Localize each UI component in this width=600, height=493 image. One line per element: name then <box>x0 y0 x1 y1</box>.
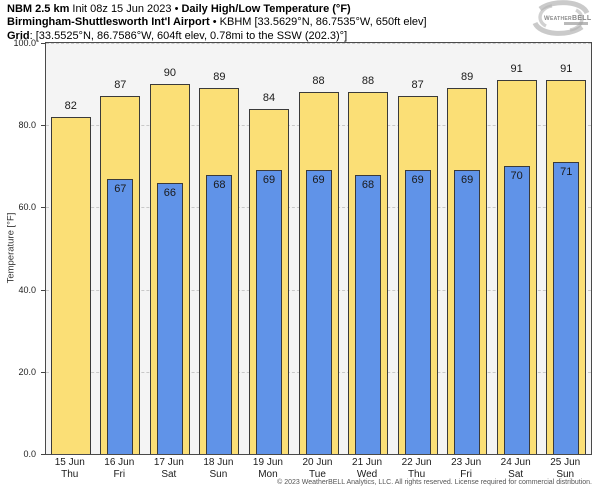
low-value-label: 69 <box>312 174 325 186</box>
low-value-label: 66 <box>163 187 176 199</box>
low-value-label: 68 <box>213 179 226 191</box>
x-tick-date: 24 Jun <box>500 457 531 468</box>
grid-meta: : [33.5525°N, 86.7586°W, 604ft elev, 0.7… <box>29 29 348 42</box>
low-value-label: 69 <box>461 174 474 186</box>
x-tick-date: 17 Jun <box>153 457 184 468</box>
x-tick-date: 19 Jun <box>252 457 283 468</box>
x-tick-date: 21 Jun <box>352 457 383 468</box>
y-tick-label: 60.0 <box>18 202 36 213</box>
plot-area: 82 87 67 90 66 89 68 84 69 88 69 88 68 87 69 89 69 91 70 91… <box>45 42 592 455</box>
low-bar <box>553 162 580 454</box>
title-line-2: Birmingham-Shuttlesworth Int'l Airport •… <box>7 16 427 29</box>
y-axis-title: Temperature [°F] <box>5 212 17 284</box>
high-bar <box>50 117 91 454</box>
high-value-label: 88 <box>361 75 375 87</box>
x-tick-label: 18 Jun Sun <box>194 457 244 481</box>
station-name: Birmingham-Shuttlesworth Int'l Airport <box>7 16 210 29</box>
low-value-label: 68 <box>361 179 375 191</box>
y-tick-mark <box>41 207 45 209</box>
y-tick-label: 40.0 <box>18 284 36 295</box>
x-tick-label: 24 Jun Sat <box>491 457 541 481</box>
y-tick-mark <box>41 371 45 373</box>
x-tick-label: 16 Jun Fri <box>95 457 145 481</box>
high-value-label: 82 <box>64 100 77 112</box>
y-tick-mark <box>41 454 45 455</box>
chart-header: NBM 2.5 km Init 08z 15 Jun 2023 • Daily … <box>7 3 427 43</box>
x-tick-weekday: Sat <box>508 469 524 480</box>
x-tick-label: 19 Jun Mon <box>243 457 293 481</box>
high-value-label: 84 <box>262 92 276 104</box>
y-tick-mark <box>41 43 45 44</box>
y-tick-mark <box>41 289 45 291</box>
low-value-label: 67 <box>114 183 127 195</box>
x-tick-date: 25 Jun <box>550 457 581 468</box>
x-tick-date: 16 Jun <box>104 457 135 468</box>
x-tick-weekday: Sun <box>556 469 575 480</box>
y-tick-label: 100.0 <box>13 38 36 48</box>
x-tick-weekday: Fri <box>460 469 472 480</box>
low-value-label: 71 <box>560 166 573 178</box>
low-bar <box>156 183 183 454</box>
x-tick-label: 20 Jun Tue <box>293 457 343 481</box>
high-value-label: 87 <box>411 79 424 91</box>
x-tick-weekday: Thu <box>407 469 426 480</box>
y-tick-label: 80.0 <box>18 120 36 131</box>
low-value-label: 69 <box>262 174 276 186</box>
x-tick-label: 22 Jun Thu <box>392 457 442 481</box>
weatherbell-logo-icon: WEATHERBELL <box>532 0 592 36</box>
x-tick-date: 20 Jun <box>302 457 333 468</box>
x-tick-weekday: Mon <box>258 469 278 480</box>
model-name: NBM 2.5 km <box>7 3 70 15</box>
low-value-label: 69 <box>411 174 424 186</box>
gridline <box>46 43 591 44</box>
high-value-label: 89 <box>213 71 226 83</box>
x-tick-date: 15 Jun <box>54 457 85 468</box>
low-bar <box>255 170 282 454</box>
high-value-label: 91 <box>510 63 523 75</box>
high-bar <box>298 92 339 454</box>
x-tick-label: 15 Jun Thu <box>45 457 95 481</box>
x-tick-weekday: Fri <box>113 469 126 480</box>
high-value-label: 87 <box>114 79 127 91</box>
low-bar <box>206 175 233 454</box>
station-meta: KBHM [33.5629°N, 86.7535°W, 650ft elev] <box>219 16 427 29</box>
x-tick-weekday: Thu <box>61 469 79 480</box>
low-bar <box>503 166 530 454</box>
x-tick-weekday: Sat <box>161 469 177 480</box>
separator-bullet: • <box>174 3 179 15</box>
x-tick-label: 21 Jun Wed <box>342 457 392 481</box>
high-value-label: 91 <box>560 63 573 75</box>
init-time: Init 08z 15 Jun 2023 <box>72 3 172 15</box>
logo-text-weather: WEATHERBELL <box>544 15 592 22</box>
x-tick-date: 23 Jun <box>451 457 482 468</box>
low-bar <box>305 170 332 454</box>
grid-label: Grid <box>7 29 30 42</box>
x-axis: 15 Jun Thu 16 Jun Fri 17 Jun Sat 18 Jun Sun 19 J… <box>45 457 592 483</box>
title-line-1: NBM 2.5 km Init 08z 15 Jun 2023 • Daily … <box>7 3 427 16</box>
x-tick-weekday: Tue <box>309 469 326 480</box>
title-line-3: Grid: [33.5525°N, 86.7586°W, 604ft elev,… <box>7 30 427 43</box>
low-bar <box>404 170 431 454</box>
x-tick-label: 23 Jun Fri <box>441 457 491 481</box>
high-value-label: 89 <box>461 71 474 83</box>
product-name: Daily High/Low Temperature (°F) <box>181 3 351 15</box>
low-bar <box>107 179 134 454</box>
x-tick-date: 22 Jun <box>401 457 432 468</box>
y-tick-label: 20.0 <box>18 366 36 377</box>
y-tick-mark <box>41 125 45 127</box>
y-tick-label: 0.0 <box>23 449 36 459</box>
x-tick-weekday: Sun <box>209 469 228 480</box>
x-tick-date: 18 Jun <box>203 457 234 468</box>
separator-bullet: • <box>212 16 217 29</box>
x-tick-weekday: Wed <box>356 469 378 480</box>
x-tick-label: 25 Jun Sun <box>540 457 590 481</box>
high-value-label: 88 <box>312 75 325 87</box>
low-bar <box>454 170 481 454</box>
x-tick-label: 17 Jun Sat <box>144 457 194 481</box>
copyright-text: © 2023 WeatherBELL Analytics, LLC. All r… <box>277 479 592 486</box>
low-bar <box>355 175 382 454</box>
high-value-label: 90 <box>163 67 176 79</box>
low-value-label: 70 <box>510 170 523 182</box>
